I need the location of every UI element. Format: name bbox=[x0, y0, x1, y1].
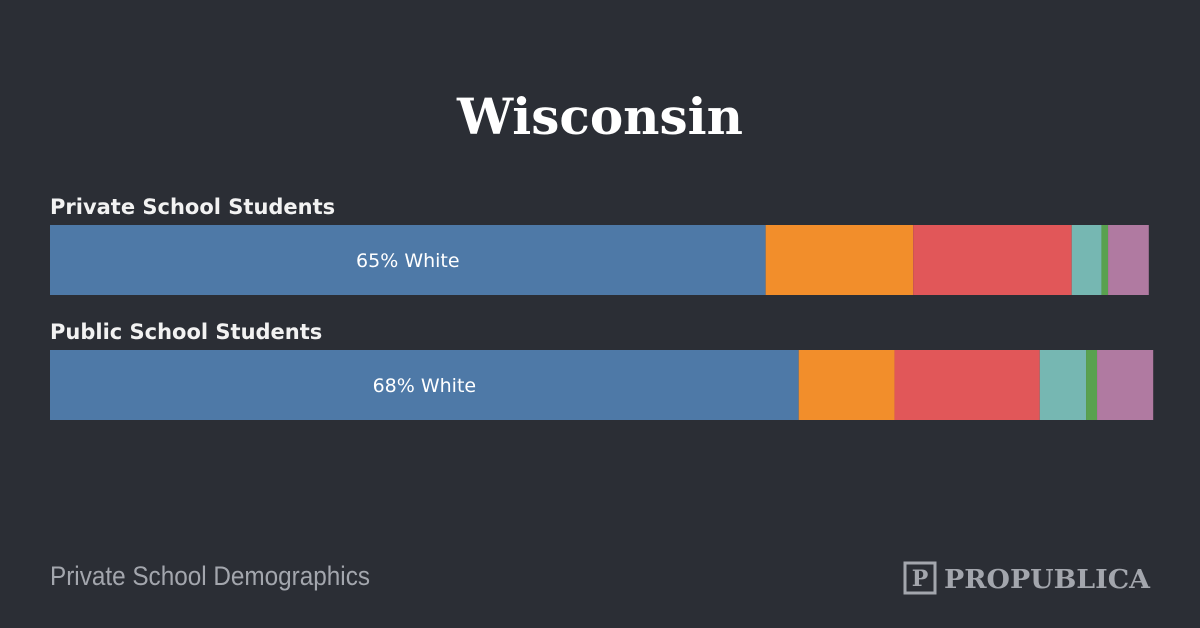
logo: P PROPUBLICA bbox=[903, 561, 1151, 595]
chart-title: Wisconsin bbox=[456, 87, 743, 146]
footer-source: Private School Demographics bbox=[50, 561, 370, 591]
logo-icon bbox=[903, 561, 937, 595]
bar-segment bbox=[894, 350, 1040, 420]
category-label: Private School Students bbox=[50, 195, 335, 219]
bar-segment bbox=[1086, 350, 1098, 420]
bar-segment bbox=[1071, 225, 1102, 295]
bar-segment bbox=[913, 225, 1072, 295]
logo-text: PROPUBLICA bbox=[944, 565, 1151, 595]
value-label: 65% White bbox=[356, 250, 460, 272]
logo-icon-letter: P bbox=[912, 566, 929, 592]
bar-segment bbox=[765, 225, 914, 295]
bar-segment bbox=[798, 350, 895, 420]
bar-segment bbox=[50, 225, 766, 295]
value-label: 68% White bbox=[373, 375, 477, 397]
bar-segment bbox=[1101, 225, 1109, 295]
bar-segment bbox=[1039, 350, 1087, 420]
bar-segment bbox=[1108, 225, 1149, 295]
category-label: Public School Students bbox=[50, 320, 322, 344]
bar-segment bbox=[1097, 350, 1154, 420]
bar-segment bbox=[50, 350, 799, 420]
